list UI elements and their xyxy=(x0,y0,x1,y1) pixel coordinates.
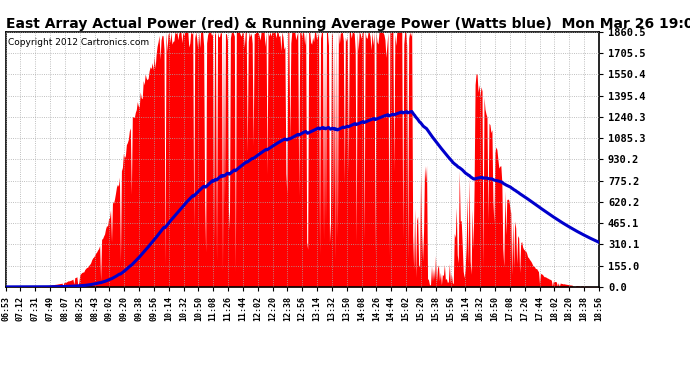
Text: East Array Actual Power (red) & Running Average Power (Watts blue)  Mon Mar 26 1: East Array Actual Power (red) & Running … xyxy=(6,17,690,31)
Text: Copyright 2012 Cartronics.com: Copyright 2012 Cartronics.com xyxy=(8,38,150,47)
